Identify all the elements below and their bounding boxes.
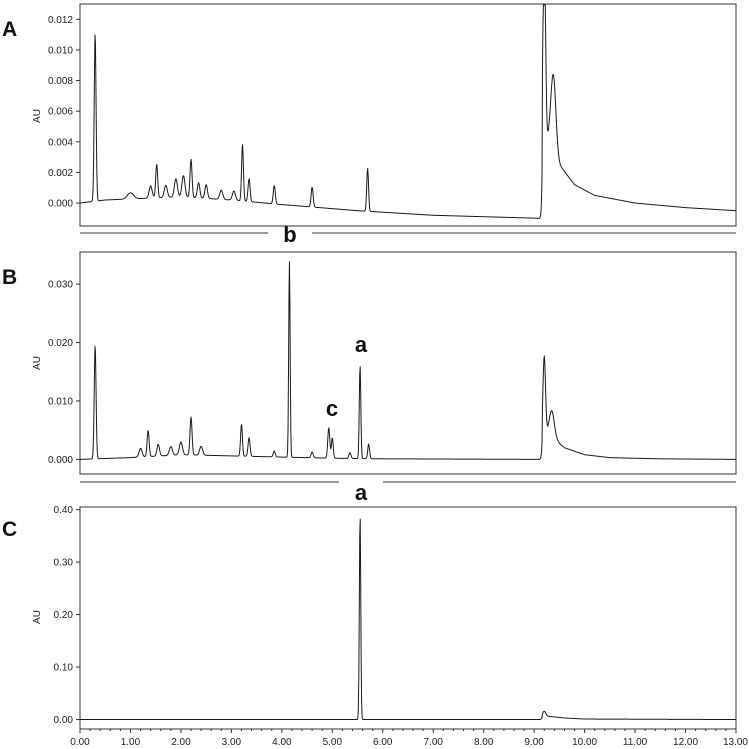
xtick-label: 7.00 xyxy=(423,737,443,748)
ytick-label: 0.010 xyxy=(48,45,73,56)
panel-a-yticks: 0.000 0.002 0.004 0.006 0.008 0.010 0.012 xyxy=(48,15,80,210)
panel-b: B AU 0.000 0.010 0.020 0.030 a c xyxy=(2,251,737,475)
label-b-group: b xyxy=(80,222,736,247)
panel-a: A AU 0.000 0.002 0.004 0.006 0.008 0.010 0.012 xyxy=(2,3,737,227)
ytick-label: 0.002 xyxy=(48,168,73,179)
xtick-label: 5.00 xyxy=(323,737,343,748)
ytick-label: 0.30 xyxy=(54,558,74,569)
panel-b-yticks: 0.000 0.010 0.020 0.030 xyxy=(48,280,80,466)
xtick-label: 11.00 xyxy=(623,737,648,748)
panel-b-letter: B xyxy=(2,266,17,289)
ytick-label: 0.030 xyxy=(48,280,73,291)
ytick-label: 0.012 xyxy=(48,15,73,26)
panel-c-trace xyxy=(79,518,737,721)
xtick-label: 3.00 xyxy=(222,737,242,748)
xtick-label: 6.00 xyxy=(373,737,393,748)
panel-a-ylabel: AU xyxy=(32,109,43,123)
ytick-label: 0.010 xyxy=(48,396,73,407)
xtick-label: 0.00 xyxy=(70,737,90,748)
xtick-label: 12.00 xyxy=(673,737,698,748)
ytick-label: 0.008 xyxy=(48,76,73,87)
panel-c-letter: C xyxy=(2,518,17,541)
ytick-label: 0.40 xyxy=(54,505,74,516)
peak-label-c-panel-b: c xyxy=(326,396,338,421)
panel-b-frame xyxy=(79,251,737,475)
panel-c-ylabel: AU xyxy=(32,610,43,624)
ytick-label: 0.00 xyxy=(54,715,74,726)
ytick-label: 0.20 xyxy=(54,610,74,621)
peak-label-a-panel-c: a xyxy=(355,480,368,505)
panel-a-trace xyxy=(79,4,737,219)
xtick-label: 10.00 xyxy=(572,737,597,748)
panel-c-xticks: 0.00 1.00 2.00 3.00 4.00 5.00 6.00 7.00 8.00 9.00… xyxy=(70,729,748,748)
panel-c-yticks: 0.00 0.10 0.20 0.30 0.40 xyxy=(54,505,80,726)
panel-c: C AU 0.00 0.10 0.20 0.30 0.40 0.00 1.00 2.00 3.… xyxy=(2,505,748,748)
peak-label-a-panel-b: a xyxy=(355,332,368,357)
xtick-label: 9.00 xyxy=(524,737,544,748)
xtick-label: 4.00 xyxy=(272,737,292,748)
panel-a-letter: A xyxy=(2,18,17,41)
ytick-label: 0.004 xyxy=(48,137,73,148)
xtick-label: 8.00 xyxy=(474,737,494,748)
panel-c-frame xyxy=(79,506,737,730)
ytick-label: 0.10 xyxy=(54,663,74,674)
xtick-label: 2.00 xyxy=(171,737,191,748)
ytick-label: 0.006 xyxy=(48,107,73,118)
ytick-label: 0.000 xyxy=(48,199,73,210)
ytick-label: 0.020 xyxy=(48,338,73,349)
xtick-label: 1.00 xyxy=(121,737,141,748)
label-a-group: a xyxy=(80,480,736,505)
panel-b-trace xyxy=(79,261,737,460)
xtick-label: 13.00 xyxy=(723,737,748,748)
ytick-label: 0.000 xyxy=(48,455,73,466)
panel-b-ylabel: AU xyxy=(32,356,43,370)
peak-label-b: b xyxy=(283,222,296,247)
panel-a-frame xyxy=(79,3,737,227)
